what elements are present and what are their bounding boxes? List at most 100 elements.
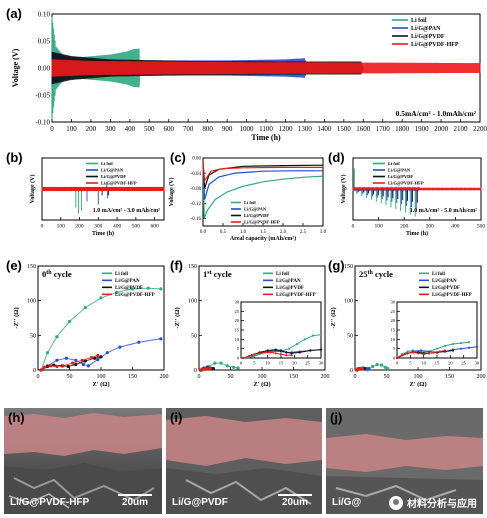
inset-background	[241, 302, 321, 358]
y-tick-label: 0.10	[38, 10, 51, 18]
data-point	[55, 364, 59, 369]
x-tick-label: 200	[160, 374, 169, 380]
x-tick-label: 15	[435, 361, 440, 366]
legend-entry: Li/G@PAN	[411, 26, 441, 32]
cycle-title: 1st cycle	[203, 269, 232, 279]
x-tick-label: 1400	[317, 125, 332, 133]
data-point	[96, 353, 100, 358]
y-tick-label: 100	[344, 299, 353, 305]
y-tick-label: -0.16	[191, 217, 202, 222]
data-point	[360, 367, 365, 371]
data-point	[146, 286, 150, 290]
chart-d-voltage-vs-time: 0 100 200 300 400 500 Time (h) Voltage (V) Li fo…	[340, 157, 486, 237]
x-tick-label: 0	[396, 361, 399, 366]
data-point	[89, 355, 94, 360]
annotation-a: 0.5mA/cm² - 1.0mAh/cm²	[396, 109, 477, 118]
legend-entry: Li foil	[101, 161, 113, 166]
inset-point	[467, 346, 471, 349]
inset-point	[258, 352, 261, 355]
y-tick-label: 15	[235, 328, 240, 333]
panel-label-a: (a)	[6, 6, 22, 21]
x-axis-label: Areal capacity (mAh/cm²)	[230, 235, 296, 242]
cycle-title-suffix: cycle	[52, 269, 72, 279]
y-axis-label: Voltage (V)	[168, 178, 175, 207]
data-point	[61, 364, 65, 368]
x-tick-label: 20	[292, 361, 297, 366]
inset-point	[253, 355, 256, 358]
y-tick-label: 0	[350, 368, 353, 374]
inset-point	[459, 341, 463, 345]
y-axis-label: -Z'' (Ω)	[13, 307, 20, 328]
sem-image-i: (i) Li/G@PVDF 20um	[166, 408, 322, 514]
x-tick-label: 900	[222, 125, 233, 133]
legend-entry: Li foil	[411, 18, 427, 24]
x-tick-label: 25	[461, 361, 466, 366]
x-tick-label: 700	[183, 125, 194, 133]
inset-point	[311, 334, 315, 337]
x-tick-label: 1500	[337, 125, 352, 133]
data-point	[71, 361, 75, 365]
inset-point	[309, 349, 312, 352]
series-line-li-g-pan	[40, 338, 161, 371]
inset-point	[451, 342, 455, 346]
sem-image-j: (j) Li/G@ 材料分析与应用	[326, 408, 483, 514]
y-tick-label: -0.04	[191, 172, 202, 177]
data-point	[83, 306, 87, 310]
x-tick-label: 0	[354, 374, 357, 380]
y-tick-label: 10	[391, 337, 396, 342]
x-tick-label: 200	[400, 224, 409, 230]
x-tick-label: 300	[105, 125, 116, 133]
data-point	[105, 351, 109, 355]
x-tick-label: 5	[253, 361, 256, 366]
y-tick-label: 0.00	[192, 157, 201, 162]
legend-entry: Li/G@PVDF-HFP	[244, 220, 280, 225]
series-line-li-g-pvdf	[202, 161, 324, 189]
legend-entry: Li/G@PVDF-HFP	[115, 293, 155, 298]
x-tick-label: 30	[319, 361, 324, 366]
y-tick-label: 10	[235, 337, 240, 342]
y-tick-label: 0	[33, 368, 36, 374]
x-tick-label: 1300	[298, 125, 313, 133]
data-point	[201, 367, 205, 371]
data-point	[213, 361, 217, 365]
panel-label-b: (b)	[6, 150, 23, 165]
x-tick-label: 2.5	[300, 230, 307, 235]
y-tick-label: 0	[393, 356, 396, 361]
x-tick-label: 150	[128, 374, 137, 380]
data-point	[42, 365, 46, 369]
data-point	[96, 358, 100, 362]
inset-point	[451, 349, 455, 352]
chart-c-voltage-vs-capacity: 0.0 0.5 1.0 1.5 2.0 2.5 3.0 0.00 -0.04 -0.08 -0.12…	[168, 157, 327, 242]
inset-point	[290, 354, 293, 357]
x-tick-label: 400	[451, 224, 460, 230]
sem-micrograph-j	[326, 408, 483, 514]
x-tick-label: 200	[86, 125, 97, 133]
y-tick-label: -0.05	[35, 91, 50, 99]
legend-entry: Li/G@PAN	[101, 168, 124, 173]
x-tick-label: 100	[374, 224, 383, 230]
y-tick-label: 25	[391, 309, 396, 314]
inset-point	[263, 351, 267, 354]
x-tick-label: 100	[57, 224, 66, 230]
inset-point	[419, 349, 423, 352]
legend-entry: Li/G@PAN	[276, 279, 301, 284]
data-point	[83, 359, 87, 363]
data-point	[74, 362, 78, 367]
annotation-d: 1.0 mA/cm² - 5.0 mAh/cm²	[410, 208, 477, 214]
data-point	[93, 356, 97, 360]
inset-point	[247, 355, 251, 358]
data-point	[159, 287, 163, 291]
y-axis-label: -Z'' (Ω)	[174, 307, 181, 328]
y-axis-label: Voltage (V)	[11, 48, 20, 87]
x-tick-label: 1100	[259, 125, 273, 133]
x-tick-label: 500	[477, 224, 486, 230]
y-tick-label: 50	[347, 333, 353, 339]
x-tick-label: 0	[240, 361, 243, 366]
cycle-title-superscript: st	[207, 270, 211, 276]
series-line-li-foil	[202, 161, 324, 219]
x-tick-label: 1200	[278, 125, 293, 133]
data-point	[130, 287, 135, 291]
inset-point	[303, 338, 307, 341]
x-tick-label: 50	[384, 374, 390, 380]
